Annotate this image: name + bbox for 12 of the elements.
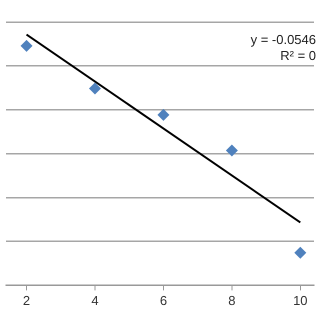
x-tick-label: 8 (228, 292, 236, 308)
point (88, 82, 101, 94)
point (226, 144, 238, 156)
x-tick-label: 6 (160, 292, 168, 308)
x-tick-label: 2 (22, 292, 30, 308)
x-tick-label: 4 (91, 292, 99, 308)
point (20, 40, 33, 52)
point (157, 108, 170, 121)
point (294, 246, 306, 259)
annotation: R² = 0 (280, 48, 316, 63)
x-tick-label: 10 (293, 292, 308, 308)
annotation: y = -0.0546 (250, 32, 316, 47)
